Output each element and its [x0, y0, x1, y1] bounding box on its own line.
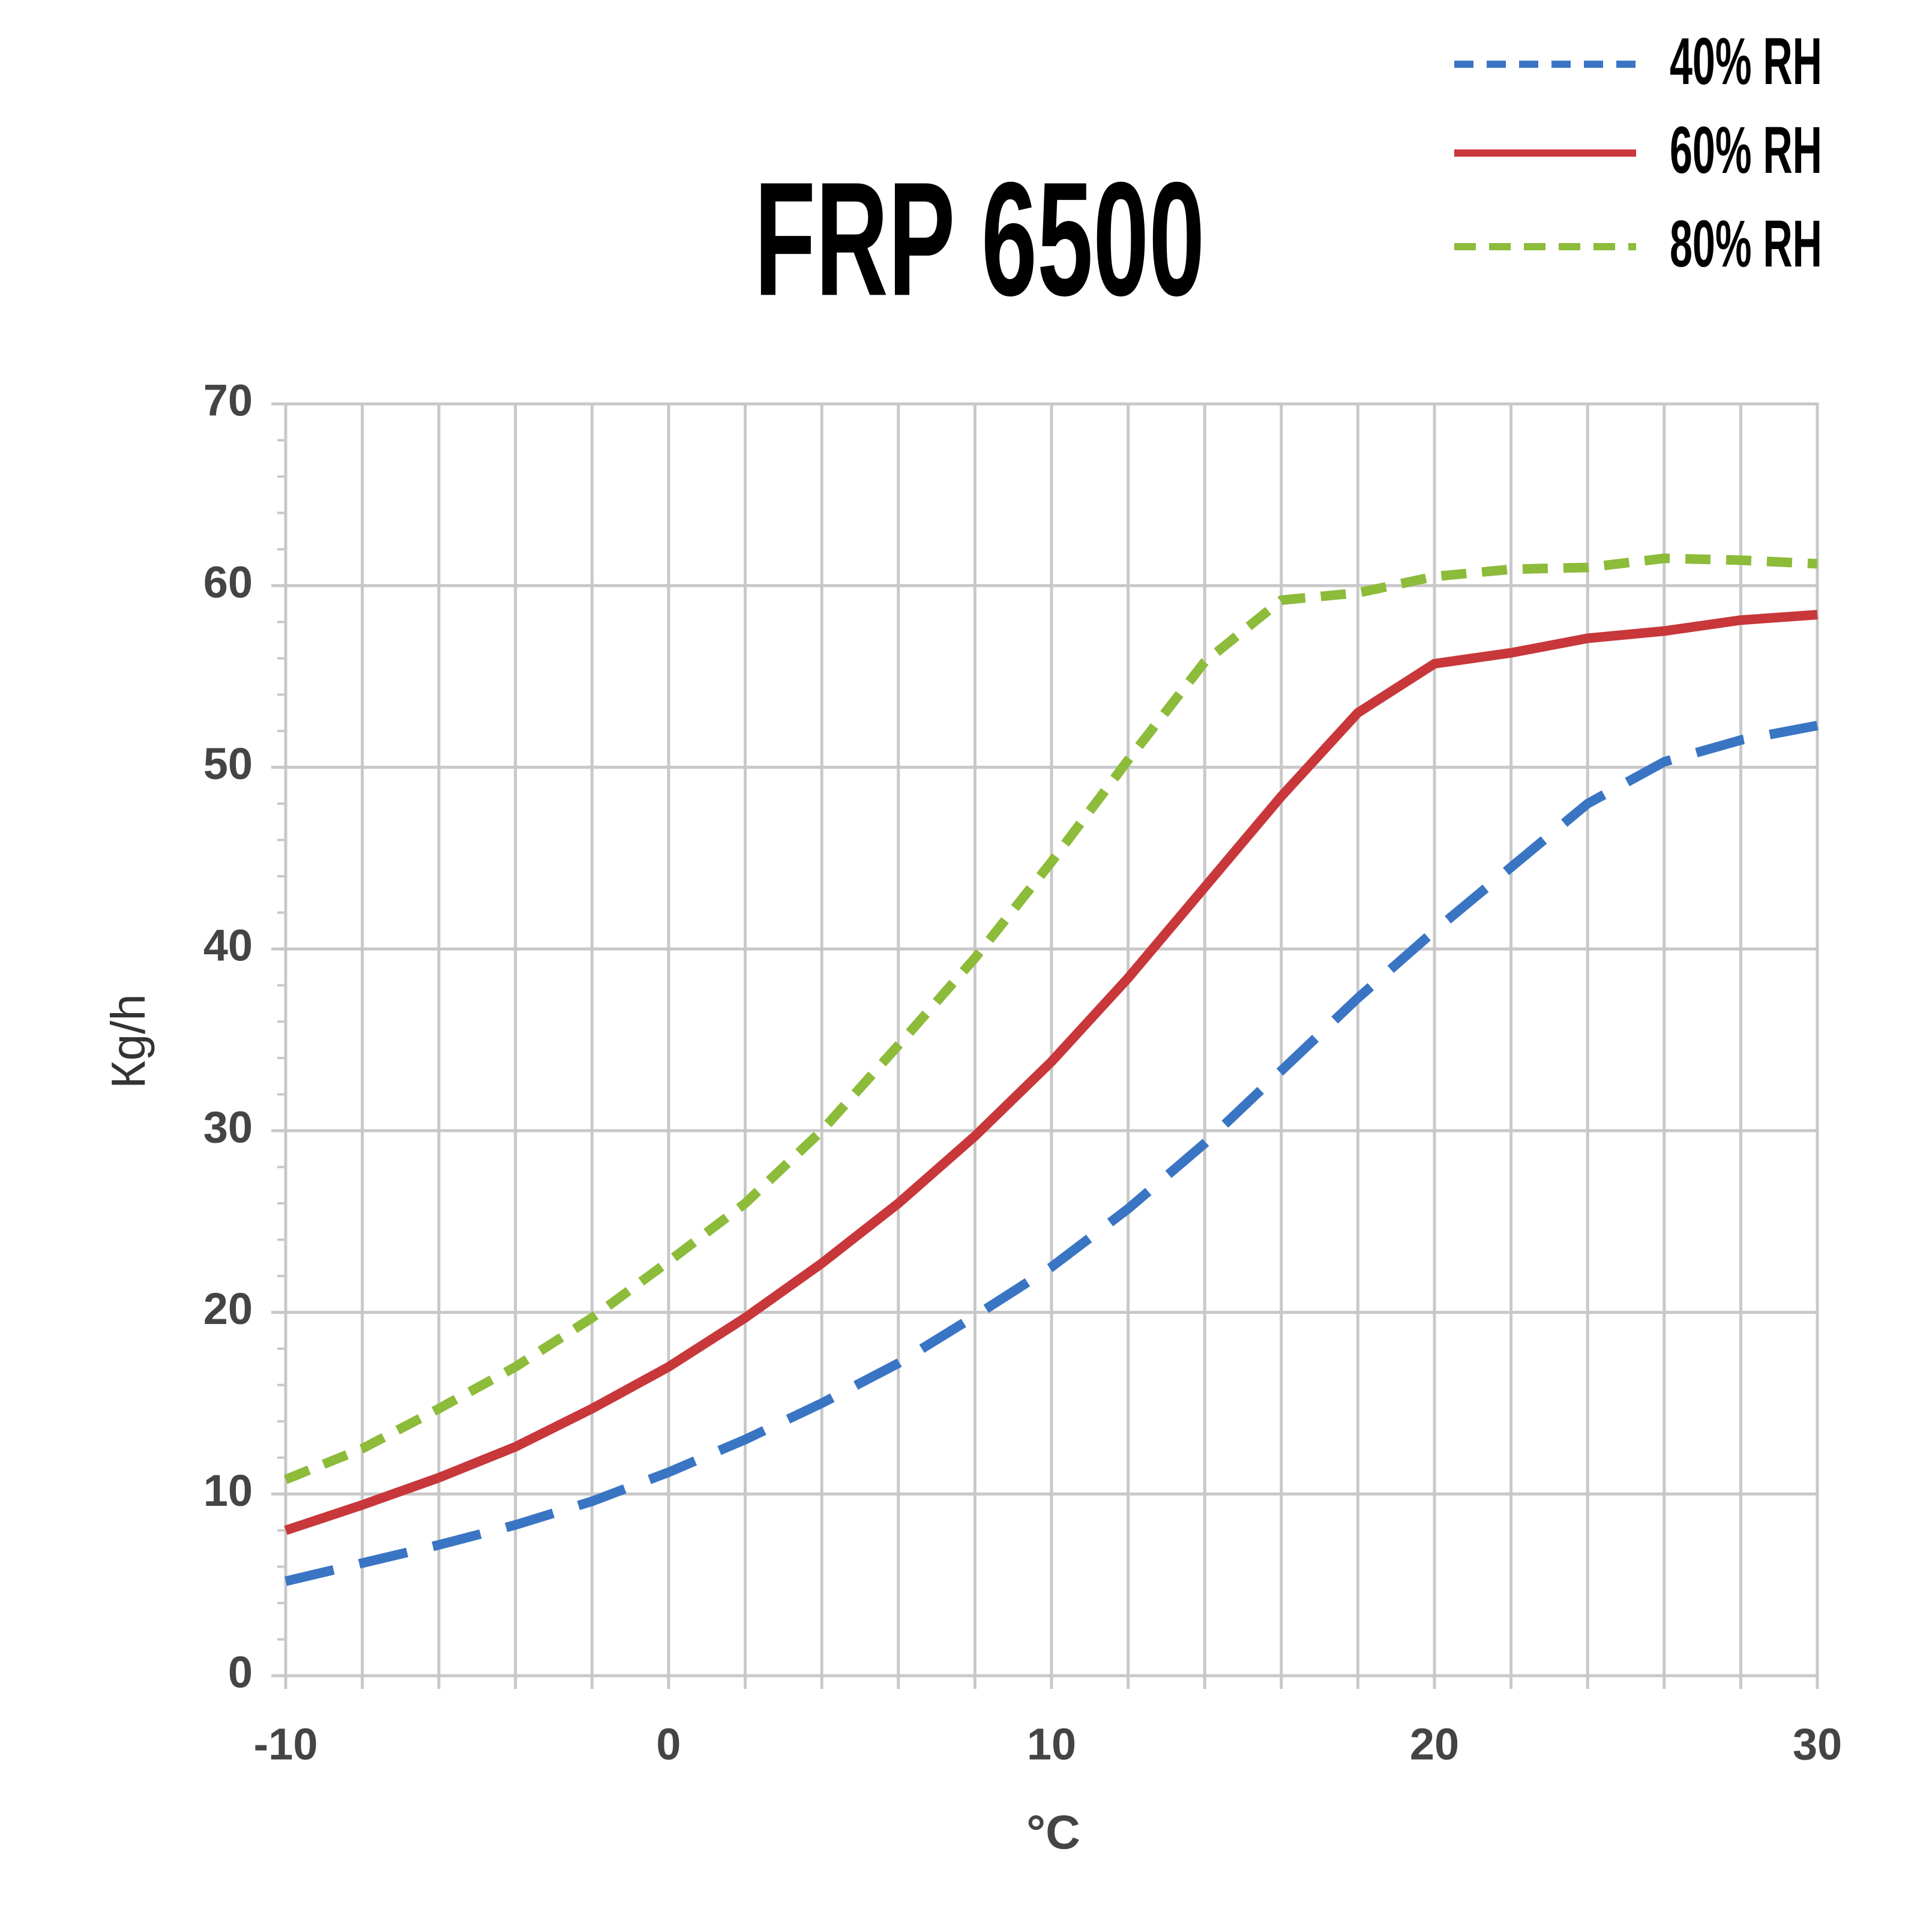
y-tick-label: 30 [203, 1102, 253, 1152]
x-axis-label: °C [1026, 1805, 1080, 1859]
y-tick-label: 50 [203, 739, 253, 789]
chart-title: FRP 6500 [754, 148, 1205, 330]
y-tick-label: 20 [203, 1284, 253, 1334]
y-tick-label: 0 [228, 1648, 253, 1697]
series-line [284, 553, 1818, 1484]
y-tick-label: 70 [203, 376, 253, 426]
y-tick-label: 60 [203, 557, 253, 607]
plot-frame [284, 402, 1819, 1678]
y-tick-label: 10 [203, 1466, 253, 1515]
legend-label: 60% RH [1670, 113, 1822, 187]
legend-label: 80% RH [1670, 207, 1822, 281]
series-line [284, 610, 1818, 1535]
series-line [284, 720, 1819, 1586]
y-axis-label: Кg/h [101, 994, 155, 1089]
x-tick-label: 10 [1027, 1720, 1076, 1769]
x-tick-label: 30 [1793, 1720, 1842, 1769]
x-tick-label: 20 [1410, 1720, 1459, 1769]
x-tick-label: 0 [656, 1720, 681, 1769]
x-tick-label: -10 [254, 1720, 318, 1769]
legend-label: 40% RH [1670, 25, 1822, 98]
y-tick-label: 40 [203, 921, 253, 971]
